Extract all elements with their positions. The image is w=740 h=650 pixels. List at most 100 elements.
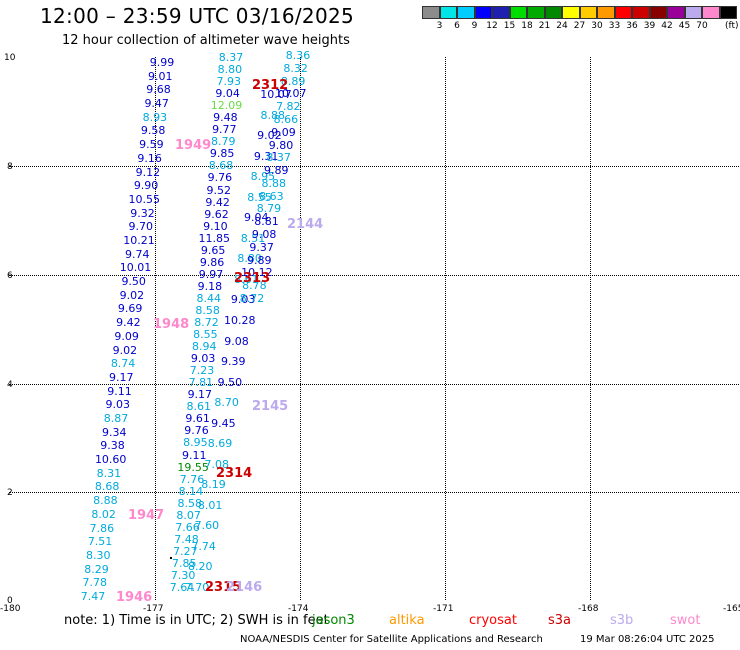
wave-height-value: 9.03 xyxy=(230,293,256,307)
wave-height-value: 8.20 xyxy=(188,560,213,574)
y-axis-tick: 10 xyxy=(4,53,16,63)
satellite-legend-item: s3a xyxy=(548,613,572,628)
y-axis-tick: 6 xyxy=(7,271,13,281)
wave-height-value: 9.50 xyxy=(217,375,243,389)
y-axis-tick: 2 xyxy=(7,488,13,498)
pass-time-label: 1946 xyxy=(116,590,153,605)
wave-height-value: 9.04 xyxy=(244,211,269,225)
colorbar-swatch xyxy=(702,6,720,19)
wave-height-value: 9.59 xyxy=(139,138,164,152)
wave-height-value: 8.36 xyxy=(285,49,311,62)
colorbar-label: 39 xyxy=(643,21,656,31)
longitude-gridline xyxy=(445,57,446,600)
wave-height-value: 8.95 xyxy=(250,170,276,184)
wave-height-value: 8.69 xyxy=(207,437,233,451)
wave-height-value: 9.09 xyxy=(271,125,296,139)
wave-height-value: 8.70 xyxy=(214,396,239,410)
wave-height-value: 9.50 xyxy=(121,275,146,289)
colorbar-label: 9 xyxy=(471,21,478,31)
colorbar-label: 12 xyxy=(486,21,498,31)
colorbar-label: 70 xyxy=(696,21,708,31)
latitude-gridline xyxy=(9,492,739,493)
x-axis-tick: -165 xyxy=(723,604,740,614)
wave-height-value: 8.88 xyxy=(260,108,285,122)
colorbar-swatch xyxy=(597,6,615,19)
wave-height-value: 8.44 xyxy=(196,291,221,305)
satellite-legend-item: cryosat xyxy=(469,613,517,628)
wave-height-value: 8.89 xyxy=(280,74,306,88)
wave-height-value: 7.27 xyxy=(173,544,198,558)
wave-height-value: 8.61 xyxy=(234,272,259,286)
wave-height-value: 8.58 xyxy=(177,496,203,510)
source-credit: NOAA/NESDIS Center for Satellite Applica… xyxy=(240,634,543,645)
wave-height-value: 9.97 xyxy=(198,267,224,281)
wave-height-value: 8.95 xyxy=(183,436,208,450)
colorbar-label: 3 xyxy=(436,21,443,31)
wave-height-value: 8.37 xyxy=(266,151,291,165)
wave-height-value: 9.18 xyxy=(197,279,223,293)
wave-height-value: 8.79 xyxy=(256,202,282,216)
colorbar-swatch xyxy=(649,6,667,19)
wave-height-value: 9.89 xyxy=(263,164,289,178)
colorbar-swatch xyxy=(667,6,685,19)
wave-height-value: 9.11 xyxy=(182,448,207,462)
wave-height-value: 9.37 xyxy=(249,240,274,254)
wave-height-value: 10.60 xyxy=(94,453,127,467)
pass-time-label: 1949 xyxy=(175,138,212,153)
wave-height-value: 9.90 xyxy=(133,179,159,193)
generated-timestamp: 19 Mar 08:26:04 UTC 2025 xyxy=(580,634,715,645)
wave-height-value: 9.32 xyxy=(130,206,155,220)
wave-height-value: 9.42 xyxy=(116,316,141,330)
wave-height-value: 9.12 xyxy=(135,165,161,179)
colorbar-label: 6 xyxy=(454,21,460,31)
wave-height-value: 7.76 xyxy=(179,472,205,486)
pass-time-label: 2312 xyxy=(252,78,289,93)
pass-time-label: 2146 xyxy=(226,580,263,595)
wave-height-value: 7.60 xyxy=(194,519,220,533)
x-axis-tick: -171 xyxy=(433,604,454,614)
wave-height-value: 9.65 xyxy=(200,243,226,257)
x-axis-tick: -174 xyxy=(288,604,309,614)
colorbar-swatch xyxy=(457,6,475,19)
wave-height-value: 9.85 xyxy=(209,147,235,161)
wave-height-value: 9.08 xyxy=(251,228,277,242)
latitude-gridline xyxy=(9,166,739,167)
wave-height-value: 7.93 xyxy=(216,75,242,89)
wave-height-value: 9.89 xyxy=(247,253,272,267)
wave-height-value: 7.23 xyxy=(189,364,215,378)
wave-height-value: 10.01 xyxy=(119,261,152,275)
wave-height-value: 8.78 xyxy=(242,279,267,293)
wave-height-value: 8.80 xyxy=(237,252,262,266)
wave-height-value: 8.61 xyxy=(186,400,211,414)
satellite-legend-item: jason3 xyxy=(312,613,355,628)
wave-height-value: 8.02 xyxy=(91,507,116,521)
wave-height-value: 9.61 xyxy=(185,412,210,426)
x-axis-tick: -180 xyxy=(0,604,21,614)
wave-height-value: 10.07 xyxy=(274,87,307,101)
colorbar-unit: (ft) xyxy=(725,21,739,31)
wave-height-value: 8.79 xyxy=(210,135,236,149)
wave-height-value: 8.29 xyxy=(84,562,109,576)
wave-height-value: 9.86 xyxy=(199,255,225,269)
x-axis-tick: -177 xyxy=(143,604,164,614)
wave-height-value: 8.63 xyxy=(259,189,284,203)
colorbar-label: 30 xyxy=(591,21,603,31)
colorbar-swatch xyxy=(527,6,545,19)
wave-height-value: 7.08 xyxy=(204,457,230,471)
wave-height-value: 8.68 xyxy=(208,159,234,173)
longitude-gridline xyxy=(300,57,301,600)
wave-height-value: 8.81 xyxy=(254,215,279,229)
wave-height-value: 9.03 xyxy=(105,398,131,412)
wave-height-value: 9.39 xyxy=(220,355,246,369)
wave-height-value: 8.31 xyxy=(96,466,122,480)
colorbar-swatch xyxy=(544,6,562,19)
wave-height-value: 7.66 xyxy=(175,520,200,534)
pass-time-label: 2315 xyxy=(205,580,242,595)
colorbar-label: 36 xyxy=(626,21,638,31)
wave-height-value: 8.01 xyxy=(197,498,223,512)
wave-height-value: 8.72 xyxy=(194,316,219,329)
wave-height-value: 8.68 xyxy=(94,480,120,494)
wave-height-value: 8.88 xyxy=(93,494,118,508)
colorbar-swatch xyxy=(422,6,440,19)
wave-height-value: 8.07 xyxy=(176,508,201,522)
